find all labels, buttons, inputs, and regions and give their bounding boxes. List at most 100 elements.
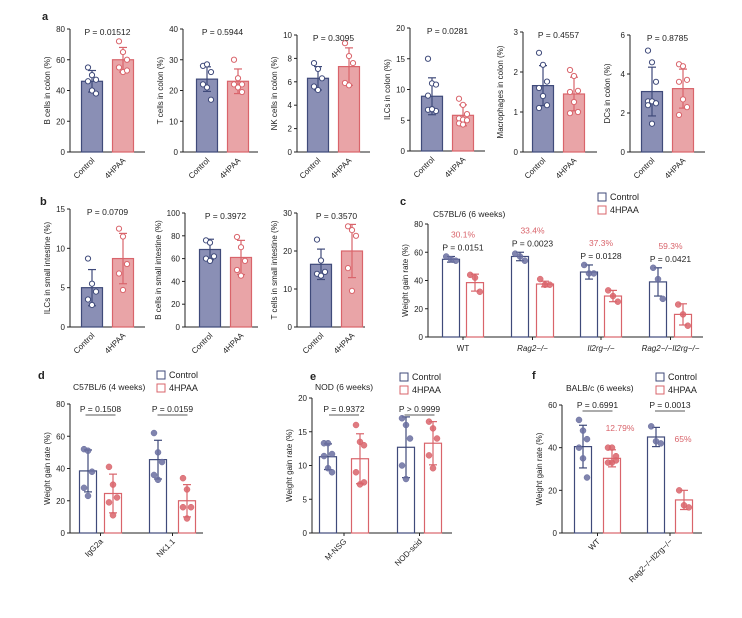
y-tick-label: 10 [56, 244, 65, 253]
data-point [649, 264, 657, 272]
panel-label: f [532, 370, 536, 382]
data-point [566, 88, 574, 96]
data-point [539, 61, 547, 68]
data-point [203, 84, 211, 91]
data-point [210, 253, 218, 260]
data-point [314, 65, 322, 73]
data-point [476, 288, 484, 296]
data-point [590, 270, 598, 277]
y-tick-label: 0 [419, 333, 424, 342]
data-point [233, 233, 241, 241]
p-value: P = 0.0128 [580, 251, 621, 261]
y-tick-label: 60 [548, 401, 557, 410]
x-tick-label: 4HPAA [663, 156, 688, 181]
x-tick-label: 4HPAA [103, 331, 128, 356]
chart-a6: 0 2 4 6 DCs in colon (%) Control 4HPAA P = 0.87… [603, 31, 705, 181]
x-tick-label: 4HPAA [332, 331, 357, 356]
p-value: P = 0.1508 [80, 404, 121, 414]
data-point [684, 322, 692, 329]
chart-a3: 0 2 4 6 8 10 NK cells in colon (%) Control 4HPAA… [270, 31, 370, 181]
y-tick-label: 60 [414, 248, 423, 257]
data-point [466, 271, 474, 279]
p-value: P = 0.0013 [649, 400, 690, 410]
y-tick-label: 5 [303, 495, 308, 504]
data-point [320, 452, 328, 460]
data-point [536, 275, 544, 283]
data-point [580, 261, 588, 269]
data-point [570, 72, 578, 80]
x-tick-label: IgG2a [83, 537, 105, 559]
data-point [402, 475, 410, 483]
panel-label: d [38, 370, 45, 382]
data-point [429, 425, 437, 432]
data-point [652, 100, 660, 107]
data-point [675, 111, 683, 119]
data-point [88, 87, 96, 94]
data-point [428, 106, 436, 113]
y-tick-label: 10 [283, 285, 292, 294]
data-point [516, 253, 524, 260]
x-tick-label: Control [187, 156, 212, 181]
data-point [105, 463, 113, 471]
y-axis-label: Macrophages in colon (%) [496, 45, 505, 138]
x-tick-label: Il2rg−/− [587, 344, 614, 353]
y-tick-label: 3 [514, 28, 519, 37]
data-point [317, 272, 325, 279]
legend-swatch-treat [399, 385, 409, 395]
chart-b2: 0 20 40 60 80 100 B cells in small intestine (… [154, 209, 258, 356]
data-point [683, 104, 691, 111]
y-tick-label: 20 [414, 305, 423, 314]
x-tick-label: NOD-scid [393, 537, 424, 568]
y-tick-label: 20 [396, 24, 405, 33]
y-tick-label: 0 [174, 148, 179, 157]
data-point [659, 295, 667, 303]
x-tick-label: Control [298, 156, 323, 181]
data-point [230, 56, 238, 63]
percent-reduction: 12.79% [606, 423, 635, 433]
data-point [80, 484, 88, 492]
data-point [609, 292, 617, 300]
data-point [644, 47, 652, 54]
data-point [84, 255, 92, 262]
data-point [154, 449, 162, 456]
chart-subtitle: C57BL/6 (6 weeks) [433, 209, 505, 219]
y-axis-label: T cells in small intestine (%) [270, 220, 279, 319]
data-point [318, 75, 326, 82]
data-point [344, 223, 352, 230]
data-point [349, 59, 357, 67]
legend-label: Control [668, 372, 697, 382]
y-tick-label: 2 [514, 68, 519, 77]
data-point [348, 227, 356, 234]
y-tick-label: 60 [171, 255, 180, 264]
bar-4hpaa [602, 457, 622, 534]
p-value: P = 0.4557 [538, 30, 579, 40]
legend-swatch-control [156, 370, 166, 380]
data-point [123, 67, 131, 74]
data-point [88, 301, 96, 309]
data-point [206, 257, 214, 264]
data-point [679, 96, 687, 103]
y-axis-label: NK cells in colon (%) [270, 56, 279, 130]
chart-f: f 0 20 40 60 Weight gain rate (%) WT P = 0.6991… [532, 370, 702, 584]
chart-subtitle: NOD (6 weeks) [315, 382, 373, 392]
data-point [328, 469, 336, 476]
data-point [84, 492, 92, 500]
data-point [123, 56, 131, 63]
data-point [433, 435, 441, 442]
legend-swatch-control [399, 372, 409, 382]
data-point [233, 266, 241, 274]
data-point [92, 288, 100, 295]
bar-control [646, 436, 666, 534]
chart-b3: 0 10 20 30 T cells in small intestine (%) Con… [270, 209, 365, 356]
data-point [614, 298, 622, 305]
data-point [429, 464, 437, 472]
data-point [115, 64, 123, 71]
x-tick-label: M-NSG [323, 537, 348, 562]
data-point [324, 439, 332, 447]
y-tick-label: 5 [401, 116, 406, 125]
chart-a1: a 0 20 40 60 80 B cells in colon (%) Control 4HP… [42, 11, 145, 181]
data-point [579, 455, 587, 462]
data-point [207, 68, 215, 76]
data-point [241, 257, 249, 264]
y-tick-label: 8 [288, 54, 293, 63]
